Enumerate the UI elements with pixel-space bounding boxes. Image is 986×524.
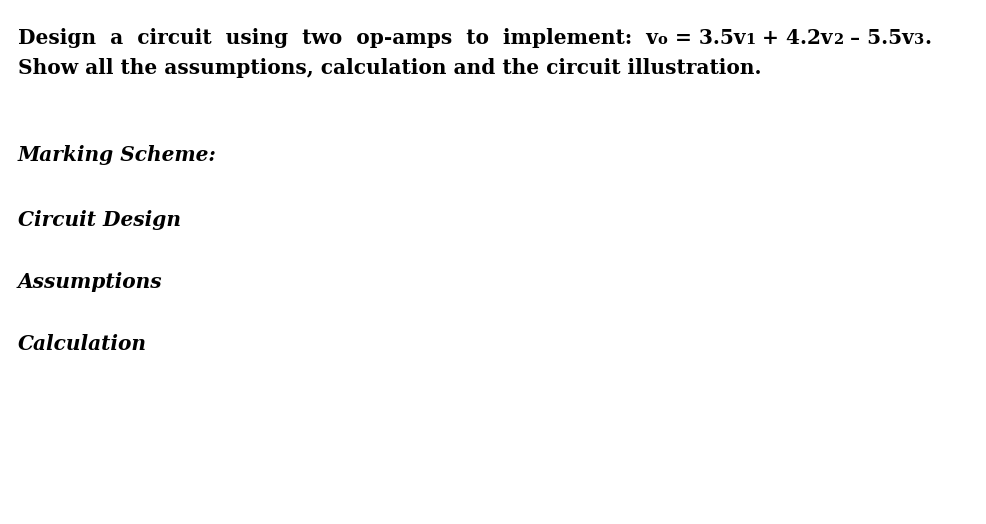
Text: o: o: [658, 33, 668, 47]
Text: = 3.5v: = 3.5v: [668, 28, 745, 48]
Text: .: .: [924, 28, 931, 48]
Text: 2: 2: [833, 33, 843, 47]
Text: Assumptions: Assumptions: [18, 272, 163, 292]
Text: Calculation: Calculation: [18, 334, 147, 354]
Text: Show all the assumptions, calculation and the circuit illustration.: Show all the assumptions, calculation an…: [18, 58, 761, 78]
Text: 1: 1: [745, 33, 755, 47]
Text: – 5.5v: – 5.5v: [843, 28, 914, 48]
Text: + 4.2v: + 4.2v: [755, 28, 833, 48]
Text: Circuit Design: Circuit Design: [18, 210, 181, 230]
Text: 3: 3: [914, 33, 924, 47]
Text: Design  a  circuit  using  two  op-amps  to  implement:  v: Design a circuit using two op-amps to im…: [18, 28, 658, 48]
Text: Marking Scheme:: Marking Scheme:: [18, 145, 217, 165]
